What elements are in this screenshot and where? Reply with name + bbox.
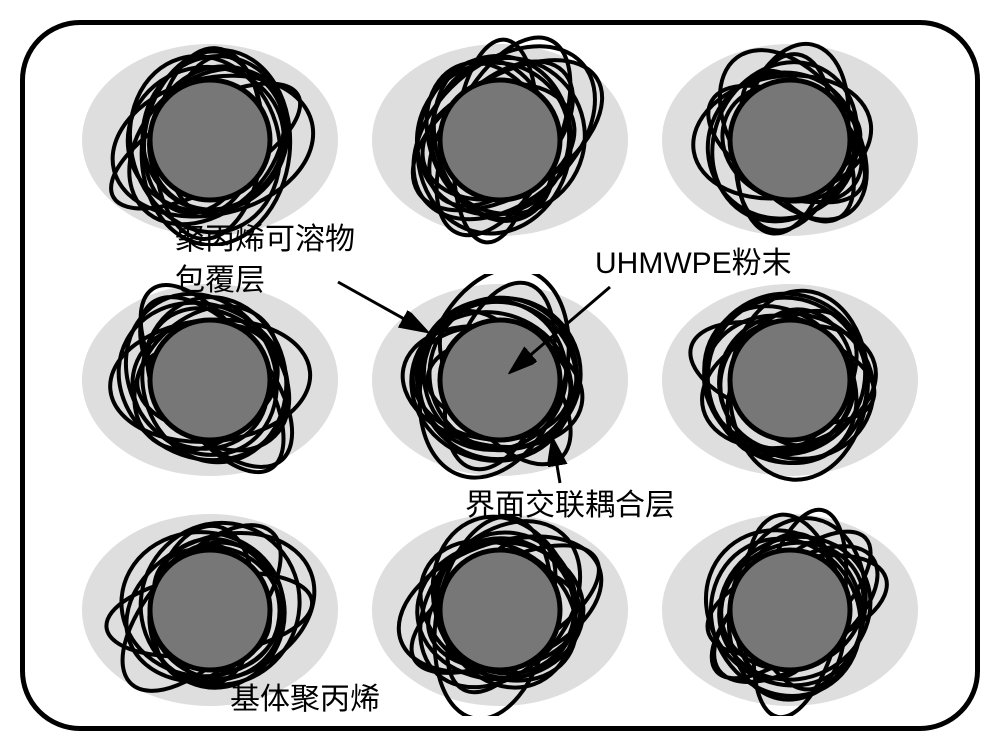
label-powder: UHMWPE粉末: [595, 244, 792, 285]
diagram-canvas: 聚丙烯可溶物 包覆层 UHMWPE粉末 界面交联耦合层 基体聚丙烯: [0, 0, 1000, 751]
powder-leader: [513, 287, 610, 370]
label-interface: 界面交联耦合层: [465, 486, 675, 527]
interface-leader: [553, 442, 560, 483]
label-matrix: 基体聚丙烯: [230, 680, 380, 721]
leader-lines: [0, 0, 1000, 751]
label-coating: 聚丙烯可溶物 包覆层: [175, 220, 355, 301]
